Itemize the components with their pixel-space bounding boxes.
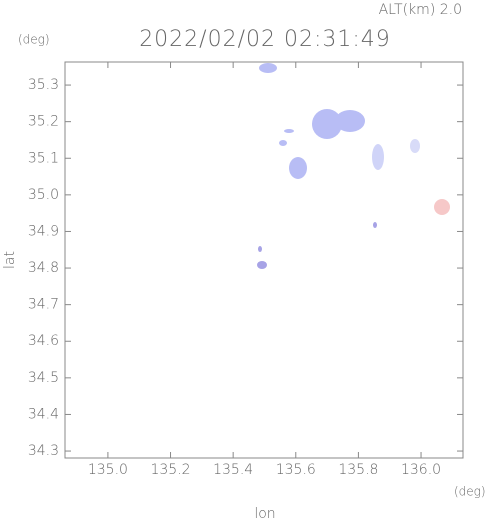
echo	[259, 63, 277, 73]
y-tick-label: 34.4	[28, 406, 59, 422]
y-tick-label: 35.1	[28, 150, 59, 166]
echo	[373, 222, 377, 228]
altitude-label: ALT(km) 2.0	[379, 2, 462, 18]
echo	[258, 246, 262, 252]
y-unit: (deg)	[18, 33, 50, 47]
x-unit: (deg)	[454, 485, 486, 499]
echo	[289, 157, 307, 179]
y-tick-label: 34.9	[28, 223, 59, 239]
y-tick-label: 35.2	[28, 114, 59, 130]
y-tick-label: 34.5	[28, 370, 59, 386]
y-tick-label: 34.7	[28, 297, 59, 313]
echo	[372, 144, 384, 170]
echo	[284, 129, 294, 133]
y-tick-label: 35.3	[28, 77, 59, 93]
plot-frame	[64, 61, 464, 459]
echo	[434, 199, 450, 215]
y-tick-label: 34.6	[28, 333, 59, 349]
y-tick-label: 34.3	[28, 443, 59, 459]
echo	[312, 109, 342, 139]
y-tick-label: 35.0	[28, 187, 59, 203]
x-tick-label: 136.0	[401, 462, 441, 478]
y-axis-label: lat	[2, 251, 18, 269]
x-tick-label: 135.8	[338, 462, 378, 478]
x-tick-label: 135.0	[88, 462, 128, 478]
chart-title: 2022/02/02 02:31:49	[139, 27, 391, 52]
echo	[410, 139, 420, 153]
x-axis-label: lon	[254, 506, 275, 521]
echoes	[257, 63, 450, 269]
y-tick-label: 34.8	[28, 260, 59, 276]
x-tick-label: 135.4	[213, 462, 253, 478]
x-tick-label: 135.2	[150, 462, 190, 478]
echo	[279, 140, 287, 146]
x-tick-label: 135.6	[276, 462, 316, 478]
echo	[335, 110, 365, 132]
echo	[257, 261, 267, 269]
